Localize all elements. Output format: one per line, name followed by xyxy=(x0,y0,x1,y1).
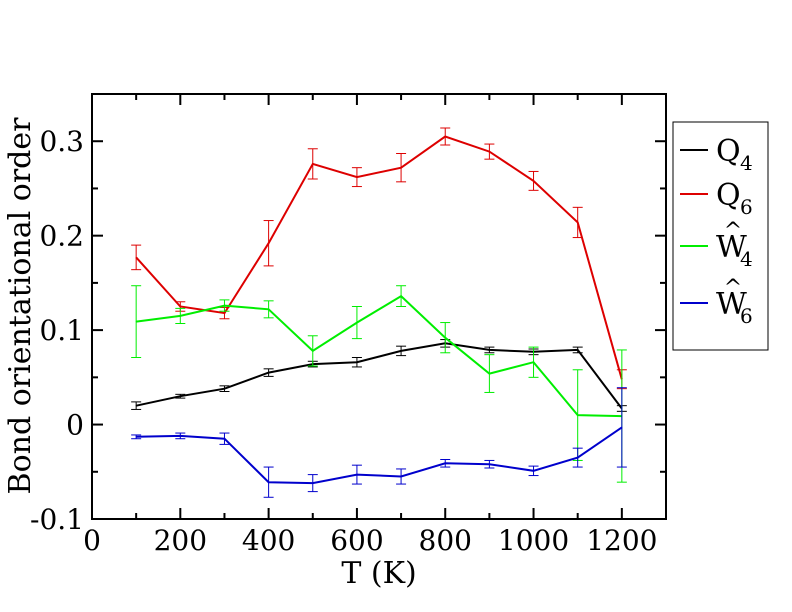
data-point xyxy=(135,436,137,438)
data-point xyxy=(312,482,314,484)
legend-label: W xyxy=(716,230,747,265)
legend-hat: ^ xyxy=(724,219,742,244)
data-point xyxy=(356,176,358,178)
data-point xyxy=(312,350,314,352)
data-point xyxy=(135,256,137,258)
data-point xyxy=(312,163,314,165)
y-axis-title: Bond orientational order xyxy=(3,117,38,495)
series-line xyxy=(135,135,623,380)
x-tick-label: 600 xyxy=(330,524,383,557)
legend-label: Q xyxy=(716,134,741,169)
data-point xyxy=(577,349,579,351)
data-point xyxy=(577,221,579,223)
data-point xyxy=(135,321,137,323)
data-point xyxy=(179,435,181,437)
legend-box xyxy=(672,121,769,351)
y-tick-label: -0.1 xyxy=(30,503,84,536)
legend-label: Q xyxy=(716,178,741,213)
legend-entry-w4: W4 ^ xyxy=(680,219,753,271)
data-point xyxy=(444,136,446,137)
data-point xyxy=(533,361,535,363)
x-tick-label: 400 xyxy=(242,524,295,557)
data-point xyxy=(223,305,225,307)
y-tick-label: 0 xyxy=(66,409,84,442)
series-w4 xyxy=(131,285,627,483)
data-point xyxy=(179,315,181,317)
x-tick-label: 200 xyxy=(154,524,207,557)
data-point xyxy=(577,414,579,416)
data-point xyxy=(444,462,446,464)
legend-subscript: 6 xyxy=(740,304,753,328)
data-point xyxy=(268,308,270,310)
data-point xyxy=(488,373,490,375)
data-point xyxy=(223,388,225,390)
axis-ticks xyxy=(91,94,666,520)
series-q4 xyxy=(131,339,627,412)
data-point xyxy=(268,372,270,374)
data-point xyxy=(400,350,402,352)
legend-hat: ^ xyxy=(724,276,742,301)
series-q6 xyxy=(131,127,627,390)
x-tick-label: 0 xyxy=(83,524,101,557)
legend-subscript: 6 xyxy=(740,195,753,219)
series-w6 xyxy=(131,387,627,498)
data-point xyxy=(488,463,490,465)
x-axis-title: T (K) xyxy=(341,556,416,591)
x-tick-labels: 0 200 400 600 800 1000 1200 xyxy=(83,524,657,557)
x-tick-label: 1200 xyxy=(586,524,657,557)
data-point xyxy=(223,438,225,440)
series-line xyxy=(136,426,623,485)
legend: Q 4Q 6W4^W6^ xyxy=(672,121,769,351)
data-point xyxy=(400,476,402,477)
data-point xyxy=(179,395,181,397)
legend-entry-w6: W6 ^ xyxy=(680,276,753,328)
legend-subscript: 4 xyxy=(740,151,753,175)
data-point xyxy=(179,306,181,307)
data-point xyxy=(223,312,225,314)
data-point xyxy=(444,337,446,339)
data-point xyxy=(577,457,579,459)
x-tick-label: 800 xyxy=(419,524,472,557)
series-line xyxy=(135,342,623,410)
data-point xyxy=(533,180,535,182)
legend-label: W xyxy=(716,287,747,322)
data-point xyxy=(400,167,402,169)
data-point xyxy=(400,295,402,297)
data-point xyxy=(135,405,137,407)
data-point xyxy=(356,322,358,324)
data-point xyxy=(621,426,623,428)
y-tick-label: 0.2 xyxy=(39,220,84,253)
data-point xyxy=(356,361,358,363)
series-layer xyxy=(131,127,627,498)
data-point xyxy=(488,349,490,351)
legend-subscript: 4 xyxy=(740,247,753,271)
y-tick-labels: -0.1 0 0.1 0.2 0.3 xyxy=(30,125,84,536)
y-tick-label: 0.1 xyxy=(39,314,84,347)
y-tick-label: 0.3 xyxy=(39,125,84,158)
data-point xyxy=(268,242,270,244)
data-point xyxy=(268,481,270,483)
series-line xyxy=(136,294,622,418)
data-point xyxy=(356,474,358,476)
x-tick-label: 1000 xyxy=(498,524,569,557)
data-point xyxy=(533,470,535,472)
plot-frame xyxy=(91,93,667,520)
data-point xyxy=(488,151,490,153)
